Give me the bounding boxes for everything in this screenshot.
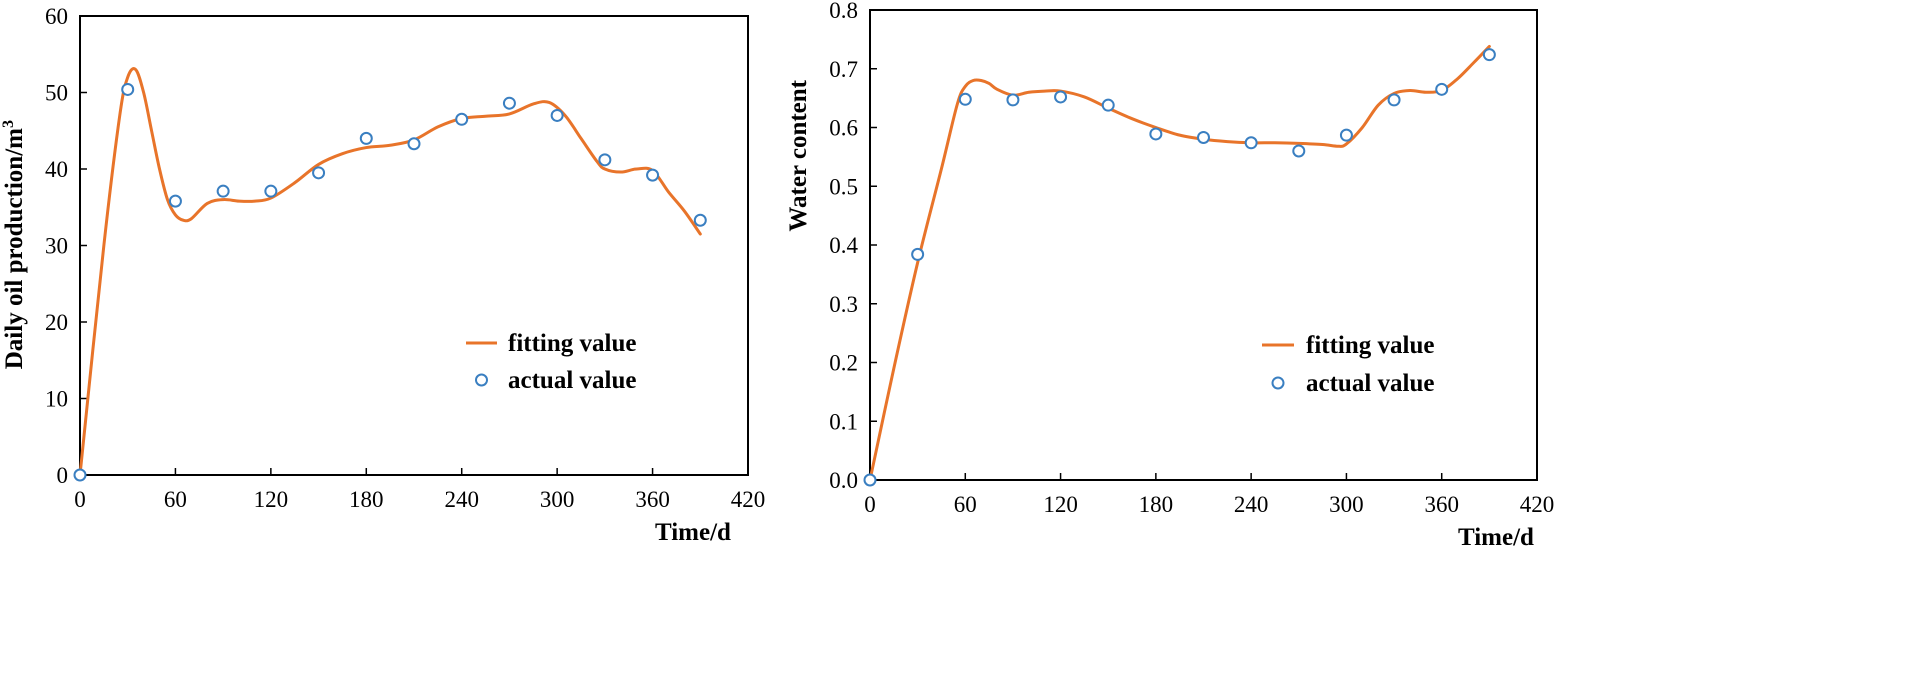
- y-tick-label: 0.3: [829, 292, 858, 317]
- data-point-actual-value: [121, 82, 135, 96]
- y-axis-title: Water content: [785, 79, 812, 231]
- x-tick-label: 360: [635, 487, 670, 512]
- x-tick-label: 120: [254, 487, 289, 512]
- data-point-actual-value: [958, 92, 972, 106]
- data-point-actual-value: [598, 153, 612, 167]
- x-axis-title: Time/d: [1458, 524, 1534, 551]
- x-tick-label: 240: [444, 487, 479, 512]
- data-point-actual-value: [312, 166, 326, 180]
- data-point-actual-value: [863, 473, 877, 487]
- data-point-actual-value: [407, 137, 421, 151]
- y-tick-label: 0.1: [829, 409, 858, 434]
- series-line-fitting-value: [868, 44, 1491, 482]
- data-point-actual-value: [1197, 130, 1210, 144]
- x-tick-label: 60: [954, 492, 977, 517]
- data-point-actual-value: [550, 108, 564, 122]
- x-tick-label: 360: [1424, 492, 1459, 517]
- legend-marker-swatch: [1271, 376, 1285, 390]
- y-tick-label: 0.7: [829, 57, 858, 82]
- data-point-actual-value: [1244, 136, 1258, 150]
- data-point-actual-value: [1387, 93, 1401, 107]
- data-point-actual-value: [502, 96, 516, 110]
- data-point-actual-value: [1292, 144, 1306, 158]
- y-tick-label: 20: [45, 310, 68, 335]
- y-tick-label: 10: [45, 387, 68, 412]
- y-tick-label: 0.0: [829, 468, 858, 493]
- data-point-actual-value: [455, 112, 469, 126]
- y-tick-label: 60: [45, 4, 68, 29]
- y-axis-title-superscript: 3: [0, 120, 17, 128]
- series-line-fitting-value: [78, 67, 702, 477]
- x-tick-label: 180: [1139, 492, 1174, 517]
- legend: fitting value actual value: [1262, 332, 1434, 397]
- data-point-actual-value: [646, 168, 660, 182]
- legend-label-actual-value: actual value: [508, 367, 636, 394]
- x-tick-label: 120: [1043, 492, 1078, 517]
- data-point-actual-value: [1149, 127, 1163, 141]
- y-tick-label: 0.2: [829, 351, 858, 376]
- data-point-actual-value: [1435, 82, 1449, 96]
- chart-panel-1: 0 10 20 30 40 50 60 0 60 120 180 240 300 360 420Time/d…: [0, 4, 765, 546]
- data-point-actual-value: [693, 213, 707, 227]
- y-axis-title-main: Water content: [785, 79, 812, 231]
- legend-marker-swatch: [475, 373, 488, 387]
- x-tick-label: 240: [1234, 492, 1269, 517]
- x-tick-label: 300: [1329, 492, 1364, 517]
- y-tick-label: 0.4: [829, 233, 858, 258]
- chart-panel-2: 0.0 0.1 0.2 0.3 0.4 0.5 0.6 0.7 0.8 0 60 120 180 240 3…: [785, 0, 1554, 551]
- y-axis-title-main: Daily oil production/m: [1, 128, 28, 369]
- data-point-actual-value: [216, 184, 230, 198]
- y-tick-label: 50: [45, 81, 68, 106]
- data-point-actual-value: [168, 194, 182, 208]
- x-tick-label: 60: [164, 487, 187, 512]
- data-point-actual-value: [1101, 98, 1115, 112]
- data-point-actual-value: [359, 131, 373, 145]
- data-point-actual-value: [264, 184, 278, 198]
- y-tick-label: 0.6: [829, 116, 858, 141]
- x-tick-label: 300: [540, 487, 575, 512]
- y-tick-label: 40: [45, 157, 68, 182]
- data-point-actual-value: [1006, 93, 1020, 107]
- data-point-actual-value: [1482, 48, 1496, 62]
- y-tick-label: 0: [57, 463, 69, 488]
- data-point-actual-value: [1054, 90, 1068, 104]
- plot-frame: [79, 15, 749, 476]
- legend: fitting value actual value: [466, 330, 636, 394]
- y-tick-label: 30: [45, 234, 68, 259]
- legend-label-actual-value: actual value: [1306, 370, 1434, 397]
- legend-label-fitting-value: fitting value: [508, 330, 636, 357]
- y-tick-label: 0.8: [829, 0, 858, 23]
- data-point-actual-value: [73, 468, 87, 482]
- legend-label-fitting-value: fitting value: [1306, 332, 1434, 359]
- data-point-actual-value: [911, 247, 925, 261]
- x-axis-title: Time/d: [655, 519, 731, 546]
- y-axis-title: Daily oil production/m3: [0, 120, 28, 369]
- x-tick-label: 420: [1520, 492, 1555, 517]
- x-tick-label: 180: [349, 487, 384, 512]
- x-tick-label: 0: [74, 487, 86, 512]
- y-tick-label: 0.5: [829, 174, 858, 199]
- x-tick-label: 420: [731, 487, 766, 512]
- data-point-actual-value: [1339, 128, 1353, 142]
- x-tick-label: 0: [864, 492, 876, 517]
